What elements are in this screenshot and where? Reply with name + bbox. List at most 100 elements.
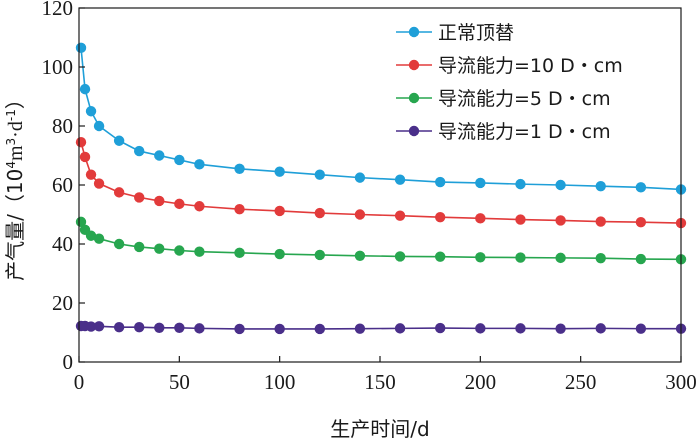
y-tick-label: 120	[42, 0, 74, 20]
data-point-series-4	[234, 323, 245, 335]
series-layer	[75, 42, 687, 335]
y-axis-title-suffix: ）	[3, 89, 27, 109]
y-axis-title-unit-m: m	[5, 145, 27, 161]
data-point-series-3	[555, 252, 566, 264]
legend-label-3: 导流能力=5 D・cm	[438, 88, 611, 110]
data-point-series-2	[134, 192, 145, 203]
data-point-series-1	[555, 179, 566, 191]
legend-marker-4	[408, 125, 420, 137]
x-tick-label: 300	[665, 370, 697, 394]
data-point-series-3	[234, 247, 245, 259]
y-tick-label: 100	[42, 55, 74, 79]
data-point-series-4	[314, 323, 325, 335]
y-axis-title: 产气量/（104m3·d-1）	[3, 89, 27, 281]
data-point-series-4	[475, 323, 486, 334]
legend-marker-1	[408, 26, 420, 38]
y-tick-label: 80	[52, 114, 73, 138]
data-point-series-2	[435, 211, 446, 223]
data-point-series-3	[174, 245, 185, 256]
x-tick-label: 200	[465, 370, 497, 394]
y-axis: 0 20 40 60 80 100 120	[42, 0, 85, 374]
data-point-series-3	[85, 230, 97, 241]
data-point-series-4	[194, 323, 205, 334]
data-point-series-4	[85, 321, 97, 332]
legend-marker-3	[408, 92, 420, 104]
data-point-series-2	[595, 216, 606, 227]
data-point-series-3	[595, 252, 606, 264]
data-point-series-3	[515, 252, 526, 263]
data-point-series-1	[635, 182, 647, 193]
data-point-series-4	[595, 323, 606, 334]
data-point-series-1	[154, 150, 165, 161]
data-point-series-3	[274, 248, 285, 260]
series-line-3	[80, 221, 682, 261]
data-point-series-4	[93, 321, 105, 332]
series-line-2	[80, 142, 682, 224]
data-point-series-1	[79, 83, 91, 95]
legend-marker-2	[408, 59, 420, 71]
data-point-series-2	[394, 210, 406, 221]
legend-label-4: 导流能力=1 D・cm	[438, 121, 611, 143]
data-point-series-3	[354, 250, 366, 261]
x-tick-label: 100	[264, 370, 296, 394]
data-point-series-2	[194, 201, 205, 212]
data-point-series-2	[154, 195, 165, 207]
data-point-series-2	[79, 151, 91, 163]
x-axis-title: 生产时间/d	[330, 417, 429, 441]
y-axis-title-sup2: 3	[4, 138, 18, 146]
data-point-series-1	[93, 120, 105, 132]
x-tick-label: 250	[565, 370, 597, 394]
y-axis-title-sup3: -1	[4, 109, 18, 121]
data-point-series-2	[85, 169, 97, 180]
y-tick-label: 40	[52, 232, 73, 256]
data-point-series-1	[113, 135, 125, 146]
data-point-series-3	[93, 233, 105, 244]
data-point-series-1	[234, 163, 245, 174]
data-point-series-4	[274, 323, 285, 335]
y-tick-label: 0	[63, 350, 74, 374]
data-point-series-2	[274, 205, 285, 217]
x-tick-label: 50	[169, 370, 190, 394]
data-point-series-3	[154, 243, 165, 254]
data-point-series-1	[475, 177, 486, 189]
data-point-series-1	[274, 166, 285, 177]
data-point-series-4	[154, 322, 165, 333]
data-point-series-1	[354, 172, 366, 183]
data-point-series-1	[515, 178, 526, 190]
data-point-series-3	[314, 249, 325, 261]
data-point-series-4	[113, 321, 125, 333]
y-axis-title-unit-d: ·d	[5, 121, 27, 138]
data-point-series-2	[475, 213, 486, 224]
data-point-series-3	[475, 252, 486, 263]
data-point-series-3	[113, 238, 125, 250]
x-axis: 0 50 100 150 200 250 300	[74, 356, 697, 394]
data-point-series-2	[75, 137, 87, 148]
y-axis-title-prefix: 产气量/（10	[3, 169, 27, 281]
data-point-series-1	[595, 180, 606, 192]
data-point-series-3	[394, 251, 406, 262]
series-line-4	[81, 325, 681, 330]
data-point-series-4	[134, 321, 145, 333]
data-point-series-4	[435, 322, 446, 334]
data-point-series-2	[93, 178, 105, 189]
data-point-series-4	[354, 323, 366, 334]
legend-label-2: 导流能力=10 D・cm	[438, 55, 623, 77]
y-axis-title-sup1: 4	[4, 161, 18, 169]
data-point-series-1	[194, 159, 205, 170]
y-tick-label: 20	[52, 291, 73, 315]
x-tick-label: 150	[364, 370, 396, 394]
data-point-series-2	[515, 214, 526, 225]
data-point-series-4	[394, 323, 406, 334]
data-point-series-1	[314, 169, 325, 180]
data-point-series-2	[314, 207, 325, 219]
data-point-series-2	[234, 203, 245, 215]
data-point-series-2	[113, 187, 125, 198]
data-point-series-1	[435, 176, 446, 188]
data-point-series-3	[134, 241, 145, 253]
data-point-series-1	[174, 154, 185, 166]
data-point-series-2	[174, 198, 185, 210]
legend-label-1: 正常顶替	[438, 22, 514, 44]
data-point-series-4	[174, 322, 185, 333]
